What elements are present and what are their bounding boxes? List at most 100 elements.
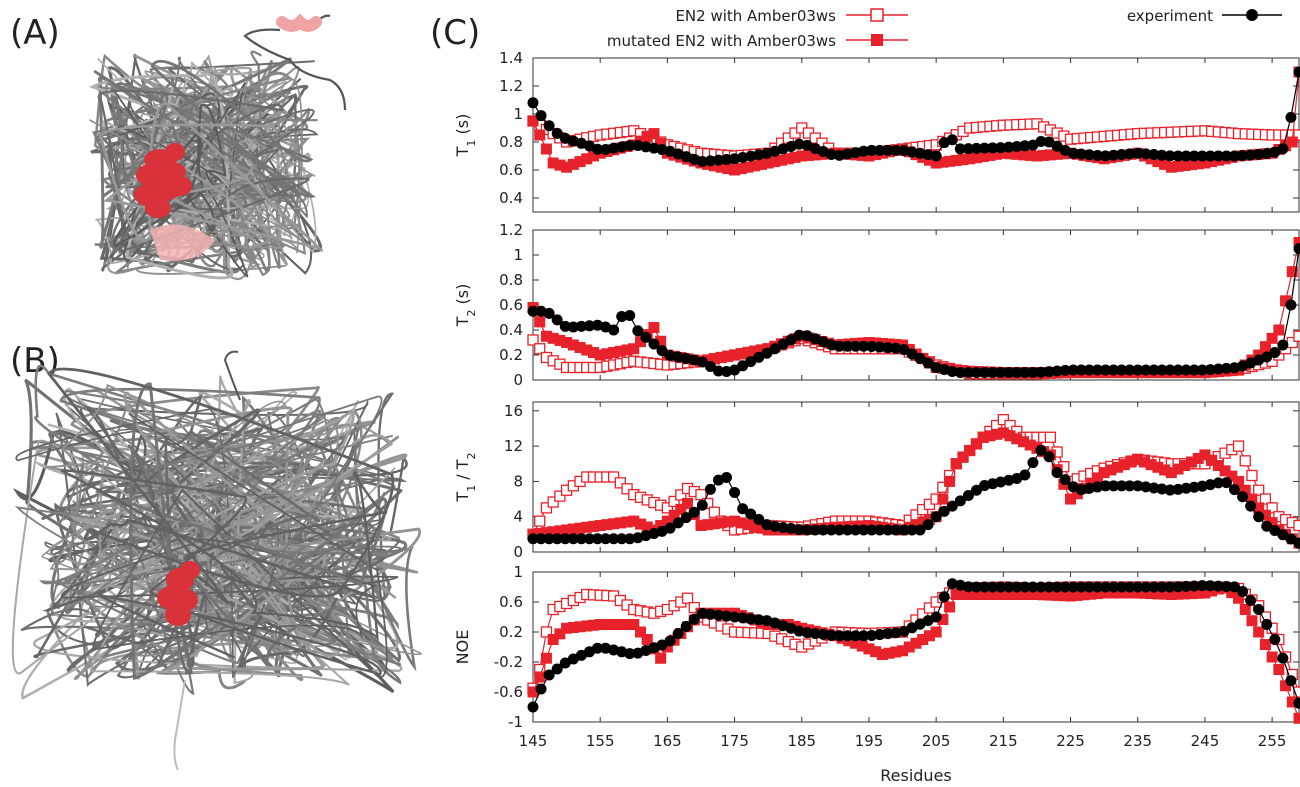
experiment-point <box>1293 697 1300 709</box>
experiment-point <box>712 365 724 377</box>
mutated-en2-point <box>1031 150 1043 162</box>
mutated-en2-point <box>1273 664 1285 675</box>
mutated-en2-point <box>594 520 606 532</box>
y-tick-label: 1.2 <box>499 77 523 95</box>
en2-point <box>534 515 546 527</box>
experiment-point <box>914 524 926 536</box>
mutated-en2-point <box>937 156 949 168</box>
mutated-en2-point <box>1199 157 1211 169</box>
experiment-point <box>1180 150 1192 162</box>
en2-point <box>540 626 553 638</box>
mutated-en2-point <box>1266 332 1278 344</box>
en2-point <box>1266 502 1278 514</box>
experiment-point <box>850 630 862 642</box>
ensemble-b-backbone <box>69 411 394 658</box>
mutated-en2-point <box>1226 470 1238 482</box>
mutated-en2-point <box>735 163 747 175</box>
mutated-en2-point <box>991 428 1003 440</box>
x-tick-label: 165 <box>653 732 682 750</box>
experiment-point <box>987 142 999 154</box>
experiment-point <box>1019 367 1031 378</box>
mutated-en2-point <box>950 154 962 166</box>
mutated-en2-point <box>950 458 962 470</box>
experiment-point <box>793 524 805 536</box>
mutated-en2-point <box>1031 589 1043 600</box>
experiment-point <box>1027 457 1039 469</box>
experiment-point <box>1124 480 1136 492</box>
experiment-point <box>1204 150 1216 162</box>
experiment-point <box>592 533 604 545</box>
experiment-point <box>785 334 797 346</box>
mutated-en2-point <box>1179 160 1191 172</box>
experiment-point <box>567 321 579 333</box>
legend-label-experiment: experiment <box>1127 7 1213 25</box>
experiment-point <box>737 503 749 515</box>
mutated-en2-point <box>722 516 734 528</box>
ensemble-b-backbone <box>33 393 388 659</box>
ensemble-b-backbone <box>15 408 375 679</box>
mutated-en2-point <box>587 347 599 358</box>
experiment-point <box>1059 474 1071 486</box>
experiment-point <box>906 348 918 360</box>
experiment-point <box>1164 364 1176 376</box>
protein-ensemble-a <box>88 13 347 281</box>
mutated-en2-point <box>930 157 942 169</box>
experiment-point <box>1212 477 1224 489</box>
experiment-point <box>1220 150 1232 162</box>
mutated-en2-point <box>554 525 566 537</box>
mutated-en2-point <box>722 163 734 175</box>
mutated-en2-point <box>594 349 606 361</box>
mutated-en2-point <box>1286 696 1298 708</box>
en2-point <box>675 489 687 501</box>
experiment-point <box>930 611 942 623</box>
mutated-en2-point <box>540 527 552 539</box>
experiment-point <box>1099 364 1111 376</box>
legend-label-mutated: mutated EN2 with Amber03ws <box>607 32 836 50</box>
mutated-en2-point <box>1065 590 1077 602</box>
experiment-point <box>866 340 878 352</box>
mutated-en2-point <box>923 630 935 642</box>
legend: EN2 with Amber03ws mutated EN2 with Ambe… <box>607 7 1282 50</box>
y-tick-label: -0.2 <box>494 653 523 671</box>
experiment-point <box>1091 364 1103 376</box>
experiment-point <box>777 521 789 533</box>
experiment-point <box>640 331 652 343</box>
mutated-en2-point <box>675 503 687 515</box>
experiment-point <box>850 524 862 536</box>
mutated-en2-point <box>641 634 653 645</box>
experiment-point <box>1245 595 1257 606</box>
mutated-en2-point <box>970 438 982 450</box>
experiment-point <box>624 533 636 545</box>
mutated-en2-point <box>1172 160 1184 172</box>
experiment-point <box>1237 491 1249 503</box>
mutated-en2-point <box>1145 459 1157 471</box>
mutated-en2-point <box>547 526 559 538</box>
mutated-en2-point <box>917 634 929 645</box>
experiment-point <box>1140 581 1152 593</box>
mutated-en2-point <box>614 517 626 529</box>
mutated-en2-point <box>897 645 909 657</box>
en2-point <box>695 488 707 501</box>
experiment-point <box>1293 537 1300 549</box>
experiment-point <box>962 581 974 593</box>
experiment-point <box>874 341 886 353</box>
en2-point <box>1293 330 1300 342</box>
experiment-point <box>962 367 974 378</box>
mutated-en2-point <box>628 515 640 527</box>
mutated-en2-point <box>809 149 821 161</box>
experiment-point <box>1099 581 1111 593</box>
experiment-point <box>745 613 757 625</box>
mutated-en2-point <box>1024 439 1036 451</box>
experiment-point <box>688 506 700 518</box>
experiment-point <box>1277 652 1289 664</box>
experiment-point <box>1083 149 1095 161</box>
experiment-point <box>777 338 789 350</box>
mutated-en2-point <box>1199 449 1211 461</box>
mutated-en2-point <box>1105 464 1117 476</box>
mutated-en2-point <box>567 523 579 535</box>
experiment-point <box>696 607 708 619</box>
mutated-en2-point <box>850 637 862 649</box>
mutated-en2-point <box>601 519 613 531</box>
experiment-point <box>608 533 620 545</box>
experiment-point <box>696 356 708 368</box>
